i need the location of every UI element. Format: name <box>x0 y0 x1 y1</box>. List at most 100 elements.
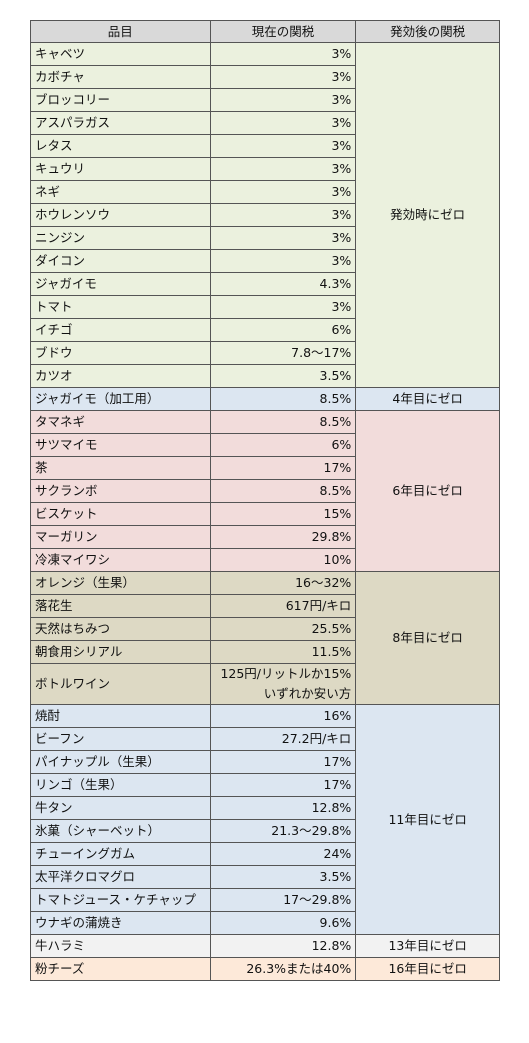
item-cell: オレンジ（生果） <box>30 571 211 595</box>
tariff-cell: 11.5% <box>209 640 357 664</box>
table-row: 牛タン 12.8% <box>30 796 500 820</box>
tariff-cell: 16% <box>209 704 357 728</box>
table-row: トマト 3% <box>30 295 500 319</box>
tariff-cell: 3% <box>209 226 357 250</box>
table-row: トマトジュース・ケチャップ 17～29.8% <box>30 888 500 912</box>
table-row: キャベツ 3% 発効時にゼロ <box>30 42 500 388</box>
item-cell: 牛ハラミ <box>30 934 211 958</box>
tariff-cell: 17% <box>209 773 357 797</box>
tariff-cell: 12.8% <box>209 796 357 820</box>
item-cell: 茶 <box>30 456 211 480</box>
table-row: 太平洋クロマグロ 3.5% <box>30 865 500 889</box>
table-row: カツオ 3.5% <box>30 364 500 388</box>
item-cell: 氷菓（シャーベット） <box>30 819 211 843</box>
item-cell: トマト <box>30 295 211 319</box>
tariff-cell: 12.8% <box>209 934 357 958</box>
item-cell: レタス <box>30 134 211 158</box>
item-cell: 粉チーズ <box>30 957 211 981</box>
table-row: パイナップル（生果） 17% <box>30 750 500 774</box>
tariff-cell: 8.5% <box>209 387 357 411</box>
schedule-cell: 11年目にゼロ <box>355 704 500 935</box>
tariff-table: 品目 現在の関税 発効後の関税 キャベツ 3% 発効時にゼロ カボチャ 3% ブロッコリー 3%… <box>30 20 500 981</box>
tariff-cell: 3.5% <box>209 364 357 388</box>
tariff-cell: 24% <box>209 842 357 866</box>
table-row: ジャガイモ（加工用） 8.5% 4年目にゼロ <box>30 387 500 411</box>
tariff-cell: 29.8% <box>209 525 357 549</box>
item-cell: 天然はちみつ <box>30 617 211 641</box>
tariff-cell: 3% <box>209 65 357 89</box>
table-row: 冷凍マイワシ 10% <box>30 548 500 572</box>
item-cell: ウナギの蒲焼き <box>30 911 211 935</box>
tariff-cell: 15% <box>209 502 357 526</box>
table-row: サツマイモ 6% <box>30 433 500 457</box>
table-row: キュウリ 3% <box>30 157 500 181</box>
table-row: マーガリン 29.8% <box>30 525 500 549</box>
item-cell: カボチャ <box>30 65 211 89</box>
item-cell: ビスケット <box>30 502 211 526</box>
table-row: ニンジン 3% <box>30 226 500 250</box>
table-row: カボチャ 3% <box>30 65 500 89</box>
item-cell: キュウリ <box>30 157 211 181</box>
item-cell: 落花生 <box>30 594 211 618</box>
header-cell: 発効後の関税 <box>355 20 500 43</box>
tariff-cell: 617円/キロ <box>209 594 357 618</box>
item-cell: ブドウ <box>30 341 211 365</box>
item-cell: ブロッコリー <box>30 88 211 112</box>
item-cell: キャベツ <box>30 42 211 66</box>
tariff-cell: 3% <box>209 157 357 181</box>
item-cell: 焼酎 <box>30 704 211 728</box>
tariff-cell: 27.2円/キロ <box>209 727 357 751</box>
item-cell: ジャガイモ <box>30 272 211 296</box>
item-cell: ニンジン <box>30 226 211 250</box>
schedule-cell: 13年目にゼロ <box>355 934 500 958</box>
table-row: ホウレンソウ 3% <box>30 203 500 227</box>
tariff-cell: 3% <box>209 42 357 66</box>
schedule-cell: 16年目にゼロ <box>355 957 500 981</box>
tariff-cell: 3% <box>209 111 357 135</box>
tariff-cell: 3% <box>209 249 357 273</box>
tariff-cell: 3% <box>209 295 357 319</box>
tariff-cell: 3.5% <box>209 865 357 889</box>
tariff-cell: 8.5% <box>209 410 357 434</box>
tariff-cell: 10% <box>209 548 357 572</box>
tariff-cell: 6% <box>209 318 357 342</box>
table-row: ブロッコリー 3% <box>30 88 500 112</box>
tariff-cell: 17～29.8% <box>209 888 357 912</box>
item-cell: サツマイモ <box>30 433 211 457</box>
tariff-cell: 4.3% <box>209 272 357 296</box>
table-row: 氷菓（シャーベット） 21.3～29.8% <box>30 819 500 843</box>
item-cell: ビーフン <box>30 727 211 751</box>
table-row: ダイコン 3% <box>30 249 500 273</box>
header-cell: 現在の関税 <box>209 20 357 43</box>
item-cell: マーガリン <box>30 525 211 549</box>
item-cell: タマネギ <box>30 410 211 434</box>
tariff-cell: 6% <box>209 433 357 457</box>
table-row: ウナギの蒲焼き 9.6% <box>30 911 500 935</box>
tariff-cell: 21.3～29.8% <box>209 819 357 843</box>
table-row: ジャガイモ 4.3% <box>30 272 500 296</box>
item-cell: ネギ <box>30 180 211 204</box>
schedule-cell: 発効時にゼロ <box>355 42 500 388</box>
tariff-cell: 3% <box>209 134 357 158</box>
tariff-cell: 3% <box>209 88 357 112</box>
table-row: 焼酎 16% 11年目にゼロ <box>30 704 500 935</box>
table-row: ネギ 3% <box>30 180 500 204</box>
item-cell: ジャガイモ（加工用） <box>30 387 211 411</box>
tariff-cell: 125円/リットルか15% いずれか安い方 <box>209 663 357 705</box>
table-row: リンゴ（生果） 17% <box>30 773 500 797</box>
item-cell: パイナップル（生果） <box>30 750 211 774</box>
table-row: ビーフン 27.2円/キロ <box>30 727 500 751</box>
item-cell: カツオ <box>30 364 211 388</box>
tariff-cell: 26.3%または40% <box>209 957 357 981</box>
item-cell: 太平洋クロマグロ <box>30 865 211 889</box>
table-row: 落花生 617円/キロ <box>30 594 500 618</box>
header-row: 品目 現在の関税 発効後の関税 <box>30 20 500 43</box>
table-row: 天然はちみつ 25.5% <box>30 617 500 641</box>
table-row: イチゴ 6% <box>30 318 500 342</box>
tariff-cell: 17% <box>209 750 357 774</box>
item-cell: 朝食用シリアル <box>30 640 211 664</box>
item-cell: トマトジュース・ケチャップ <box>30 888 211 912</box>
item-cell: 冷凍マイワシ <box>30 548 211 572</box>
tariff-cell: 3% <box>209 180 357 204</box>
